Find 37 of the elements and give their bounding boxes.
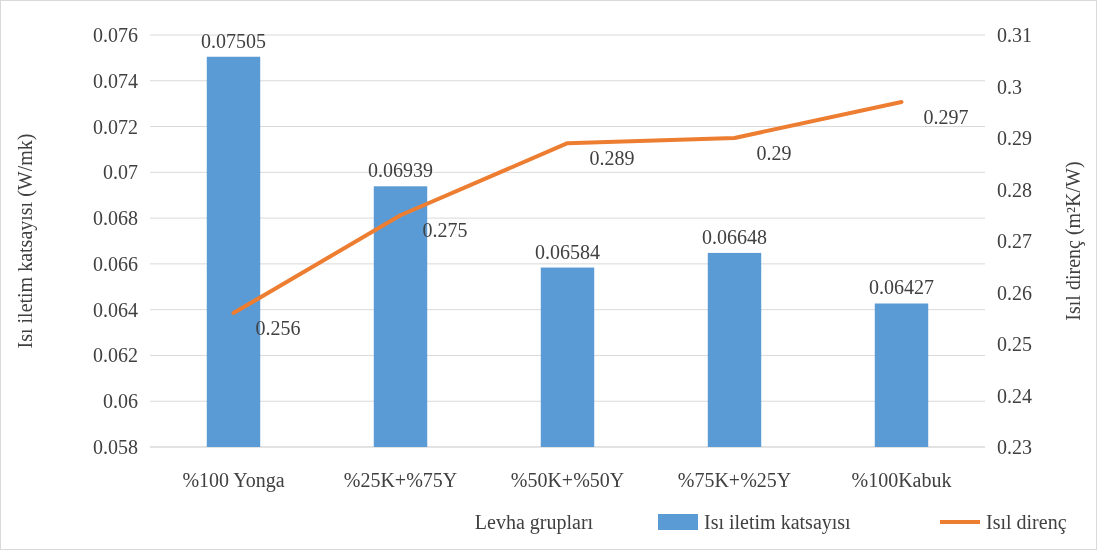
data-label: 0.06648 <box>702 225 767 248</box>
data-label: 0.06584 <box>535 240 600 263</box>
y-tick-label: 0.064 <box>93 298 138 321</box>
data-label: 0.289 <box>589 147 635 170</box>
y2-tick-label: 0.31 <box>997 24 1032 46</box>
y-axis-title: Isı iletim katsayısı (W/mk) <box>14 133 37 349</box>
data-label: 0.29 <box>756 142 792 164</box>
x-tick-label: %100 Yonga <box>182 469 285 492</box>
y2-tick-label: 0.3 <box>997 75 1022 98</box>
y2-tick-label: 0.24 <box>997 384 1032 407</box>
y2-tick-label: 0.29 <box>997 127 1032 149</box>
y2-axis-title: Isıl direnç (m²K/W) <box>1062 161 1085 321</box>
x-tick-label: %25K+%75Y <box>343 469 458 491</box>
data-label: 0.297 <box>923 105 969 128</box>
x-tick-label: %100Kabuk <box>851 469 952 491</box>
y2-tick-label: 0.27 <box>997 230 1032 252</box>
legend-label: Isı iletim katsayısı <box>704 511 852 534</box>
data-label: 0.06427 <box>869 276 934 299</box>
y2-tick-label: 0.26 <box>997 281 1032 304</box>
y-tick-label: 0.068 <box>93 207 138 230</box>
y-tick-label: 0.062 <box>93 344 138 367</box>
y-tick-label: 0.076 <box>93 24 138 46</box>
x-tick-label: %50K+%50Y <box>510 469 625 491</box>
legend-label: Isıl direnç <box>986 511 1067 534</box>
y-tick-label: 0.072 <box>93 115 138 138</box>
y2-tick-label: 0.25 <box>997 333 1032 355</box>
x-axis-title: Levha grupları <box>474 511 594 534</box>
y-tick-label: 0.06 <box>103 390 138 413</box>
y-tick-label: 0.066 <box>93 252 138 275</box>
y-tick-label: 0.058 <box>93 436 138 458</box>
y-tick-label: 0.074 <box>93 69 138 92</box>
y2-tick-label: 0.28 <box>997 178 1032 201</box>
y-tick-label: 0.07 <box>103 161 138 184</box>
x-tick-label: %75K+%25Y <box>677 469 792 491</box>
y2-tick-label: 0.23 <box>997 436 1032 458</box>
data-label: 0.07505 <box>201 29 266 52</box>
data-label: 0.06939 <box>368 159 433 182</box>
